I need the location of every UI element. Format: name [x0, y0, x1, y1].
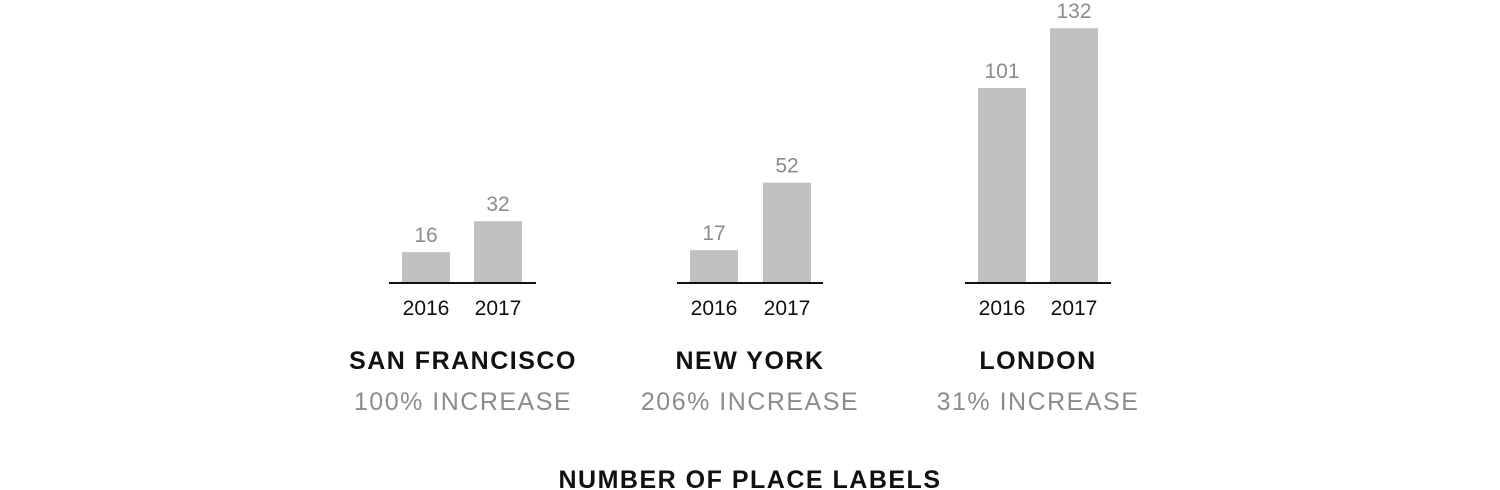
x-tick-label: 2017 [475, 297, 522, 320]
data-label: 101 [984, 60, 1019, 83]
bar [978, 88, 1026, 283]
group-subtitle: 100% INCREASE [354, 388, 572, 416]
x-tick-label: 2017 [1051, 297, 1098, 320]
data-label: 32 [486, 193, 509, 216]
data-label: 16 [414, 224, 437, 247]
data-label: 132 [1056, 0, 1091, 23]
chart-group-1: 17 2016 52 2017 NEW YORK 206% INCREASE [641, 155, 859, 416]
chart-group-0: 16 2016 32 2017 SAN FRANCISCO 100% INCREASE [349, 193, 577, 416]
chart-footer-label: NUMBER OF PLACE LABELS [559, 466, 942, 490]
group-subtitle: 206% INCREASE [641, 388, 859, 416]
x-tick-label: 2016 [979, 297, 1026, 320]
group-subtitle: 31% INCREASE [937, 388, 1140, 416]
group-title: LONDON [979, 347, 1096, 375]
data-label: 52 [775, 155, 798, 178]
data-label: 17 [702, 222, 725, 245]
x-tick-label: 2016 [691, 297, 738, 320]
bar [402, 252, 450, 283]
bar [474, 221, 522, 283]
group-title: NEW YORK [675, 347, 824, 375]
bar [1050, 28, 1098, 283]
chart-group-2: 101 2016 132 2017 LONDON 31% INCREASE [937, 0, 1140, 416]
chart-groups: 16 2016 32 2017 SAN FRANCISCO 100% INCREASE 17… [349, 0, 1140, 416]
x-tick-label: 2016 [403, 297, 450, 320]
x-tick-label: 2017 [764, 297, 811, 320]
bar [690, 250, 738, 283]
group-title: SAN FRANCISCO [349, 347, 577, 375]
bar [763, 182, 811, 283]
